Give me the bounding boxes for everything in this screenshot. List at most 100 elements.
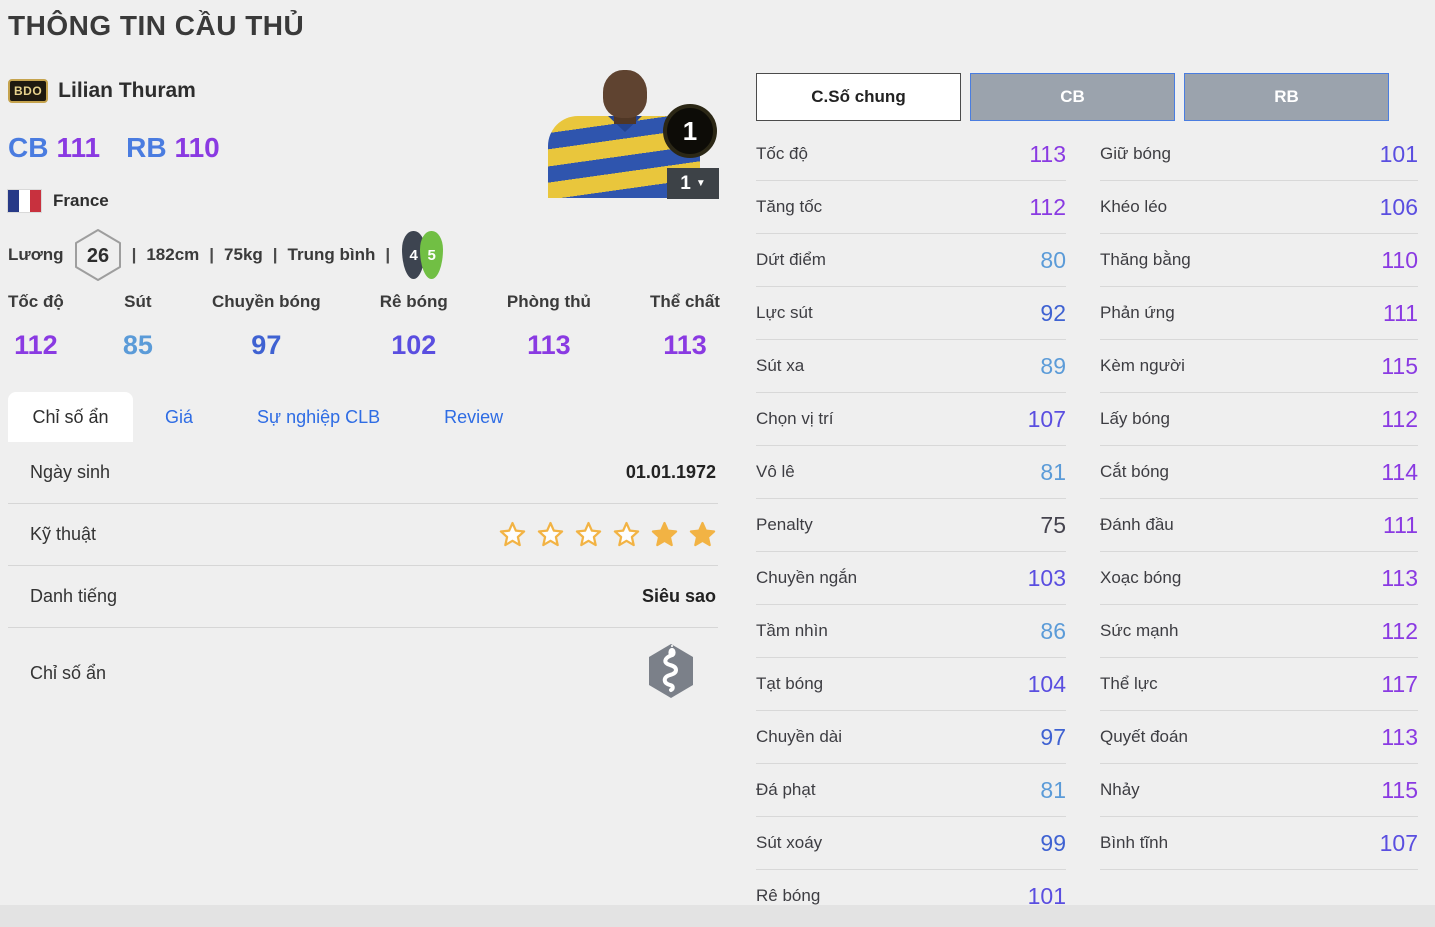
detail-stat-value: 112 bbox=[1381, 617, 1418, 644]
detail-stat-value: 107 bbox=[1379, 829, 1418, 856]
detail-stat-value: 81 bbox=[1040, 776, 1066, 803]
summary-stat: Rê bóng 102 bbox=[380, 292, 448, 361]
player-identity: BDO Lilian Thuram bbox=[8, 79, 196, 103]
flag-stripe-blue bbox=[8, 190, 19, 212]
detail-tab-c-s-chung[interactable]: C.Số chung bbox=[756, 73, 961, 121]
season-badge: BDO bbox=[8, 79, 49, 103]
detail-stat-value: 97 bbox=[1040, 723, 1066, 750]
detail-stat-label: Thể lực bbox=[1100, 674, 1158, 693]
tab-chi-so-an[interactable]: Chỉ số ẩn bbox=[8, 392, 133, 442]
salary-value: 26 bbox=[86, 245, 108, 267]
info-row: Danh tiếng Siêu sao bbox=[8, 566, 718, 628]
level-dropdown[interactable]: 1 ▼ bbox=[667, 168, 719, 199]
tab-bar: Chỉ số ẩn Giá Sự nghiệp CLB Review bbox=[8, 392, 535, 442]
tab-review[interactable]: Review bbox=[444, 406, 504, 427]
detail-stat-row: Tạt bóng 104 bbox=[756, 658, 1066, 711]
info-row: Kỹ thuật bbox=[8, 504, 718, 566]
summary-stat: Tốc độ 112 bbox=[8, 292, 64, 361]
summary-stat: Chuyền bóng 97 bbox=[212, 292, 321, 361]
flag-stripe-white bbox=[19, 190, 30, 212]
position-rating: RB 110 bbox=[126, 132, 220, 164]
detail-stat-row: Vô lê 81 bbox=[756, 446, 1066, 499]
summary-stat-value: 113 bbox=[527, 330, 571, 360]
star-outline-icon bbox=[537, 521, 564, 547]
info-row-label: Danh tiếng bbox=[30, 586, 118, 606]
detail-stat-value: 75 bbox=[1040, 511, 1066, 538]
position-ratings: CB 111 RB 110 bbox=[8, 132, 220, 164]
detail-stat-value: 104 bbox=[1027, 670, 1066, 697]
detail-stat-row: Quyết đoán 113 bbox=[1100, 711, 1418, 764]
detail-stat-row: Tầm nhìn 86 bbox=[756, 605, 1066, 658]
detail-stat-row: Tốc độ 113 bbox=[756, 128, 1066, 181]
weak-foot-icon: 4 bbox=[402, 231, 426, 279]
detail-stat-row: Dứt điểm 80 bbox=[756, 234, 1066, 287]
detail-stat-row: Thăng bằng 110 bbox=[1100, 234, 1418, 287]
separator: | bbox=[385, 245, 391, 264]
detail-stat-label: Tầm nhìn bbox=[756, 621, 828, 640]
position-label: CB bbox=[8, 132, 49, 163]
summary-stat-label: Thể chất bbox=[650, 292, 720, 311]
detail-stat-row: Đá phạt 81 bbox=[756, 764, 1066, 817]
detail-stat-value: 113 bbox=[1029, 140, 1066, 167]
info-row-label: Kỹ thuật bbox=[30, 524, 97, 544]
detail-stat-row: Xoạc bóng 113 bbox=[1100, 552, 1418, 605]
detail-stat-value: 113 bbox=[1381, 564, 1418, 591]
detail-stat-value: 117 bbox=[1381, 670, 1418, 697]
bio-segment: 182cm bbox=[146, 245, 200, 264]
detail-stat-value: 99 bbox=[1040, 829, 1066, 856]
player-name: Lilian Thuram bbox=[58, 79, 196, 102]
detail-stat-label: Kèm người bbox=[1100, 356, 1185, 375]
detail-stat-label: Sức mạnh bbox=[1100, 621, 1179, 640]
detail-stat-label: Khéo léo bbox=[1100, 197, 1168, 216]
detail-stat-value: 92 bbox=[1040, 299, 1066, 326]
bio-segment: 75kg bbox=[224, 245, 263, 264]
info-row: Ngày sinh 01.01.1972 bbox=[8, 442, 718, 504]
position-value: 111 bbox=[56, 132, 101, 163]
detail-stat-row: Tăng tốc 112 bbox=[756, 181, 1066, 234]
detail-tab-cb[interactable]: CB bbox=[970, 73, 1175, 121]
detail-stat-row: Cắt bóng 114 bbox=[1100, 446, 1418, 499]
detail-stat-row: Chọn vị trí 107 bbox=[756, 393, 1066, 446]
detail-stat-label: Chuyền dài bbox=[756, 727, 843, 746]
detail-stat-value: 81 bbox=[1040, 458, 1066, 485]
detail-stat-label: Giữ bóng bbox=[1100, 144, 1171, 163]
detail-stat-row: Sút xa 89 bbox=[756, 340, 1066, 393]
foot-ratings: 4 5 bbox=[402, 231, 444, 279]
summary-stat-value: 112 bbox=[14, 330, 58, 360]
summary-stat-value: 102 bbox=[391, 330, 437, 360]
detail-stat-value: 103 bbox=[1027, 564, 1066, 591]
hidden-stat-icon-wrap bbox=[648, 643, 716, 704]
detail-stat-label: Cắt bóng bbox=[1100, 462, 1169, 481]
info-table: Ngày sinh 01.01.1972 Kỹ thuật Danh tiếng Siê… bbox=[8, 442, 718, 718]
separator: | bbox=[131, 245, 137, 264]
detail-stat-label: Tăng tốc bbox=[756, 197, 823, 216]
detail-stat-label: Chuyền ngắn bbox=[756, 568, 858, 587]
detail-stat-value: 111 bbox=[1383, 299, 1418, 326]
detail-stat-value: 106 bbox=[1379, 193, 1418, 220]
summary-stat-label: Phòng thủ bbox=[506, 292, 591, 311]
separator: | bbox=[272, 245, 278, 264]
detail-stat-row: Đánh đầu 111 bbox=[1100, 499, 1418, 552]
summary-stat-label: Tốc độ bbox=[8, 292, 64, 311]
separator: | bbox=[209, 245, 215, 264]
summary-stat-value: 97 bbox=[251, 330, 282, 360]
detail-stat-label: Lực sút bbox=[756, 303, 813, 322]
detail-tab-rb[interactable]: RB bbox=[1184, 73, 1389, 121]
detail-stat-row: Lực sút 92 bbox=[756, 287, 1066, 340]
detail-stat-value: 101 bbox=[1027, 882, 1066, 909]
summary-stat-label: Chuyền bóng bbox=[212, 292, 321, 311]
detail-stat-label: Lấy bóng bbox=[1100, 409, 1170, 428]
france-flag-icon bbox=[8, 190, 41, 212]
detail-stats: Tốc độ 113 Tăng tốc 112 Dứt điểm 80 Lực sút 92 S… bbox=[756, 128, 1428, 923]
snake-hexagon-icon bbox=[649, 643, 693, 698]
tab-giá[interactable]: Giá bbox=[165, 406, 194, 427]
detail-stat-label: Thăng bằng bbox=[1100, 250, 1191, 269]
info-row-value: 01.01.1972 bbox=[625, 462, 716, 482]
detail-stat-label: Vô lê bbox=[756, 462, 795, 481]
detail-stat-value: 89 bbox=[1040, 352, 1066, 379]
tab-sự-nghiệp-clb[interactable]: Sự nghiệp CLB bbox=[257, 406, 381, 427]
chevron-down-icon: ▼ bbox=[695, 178, 706, 189]
detail-stats-right: Giữ bóng 101 Khéo léo 106 Thăng bằng 110 Phản … bbox=[1100, 128, 1418, 870]
detail-stat-value: 114 bbox=[1381, 458, 1418, 485]
position-value: 110 bbox=[174, 132, 220, 163]
